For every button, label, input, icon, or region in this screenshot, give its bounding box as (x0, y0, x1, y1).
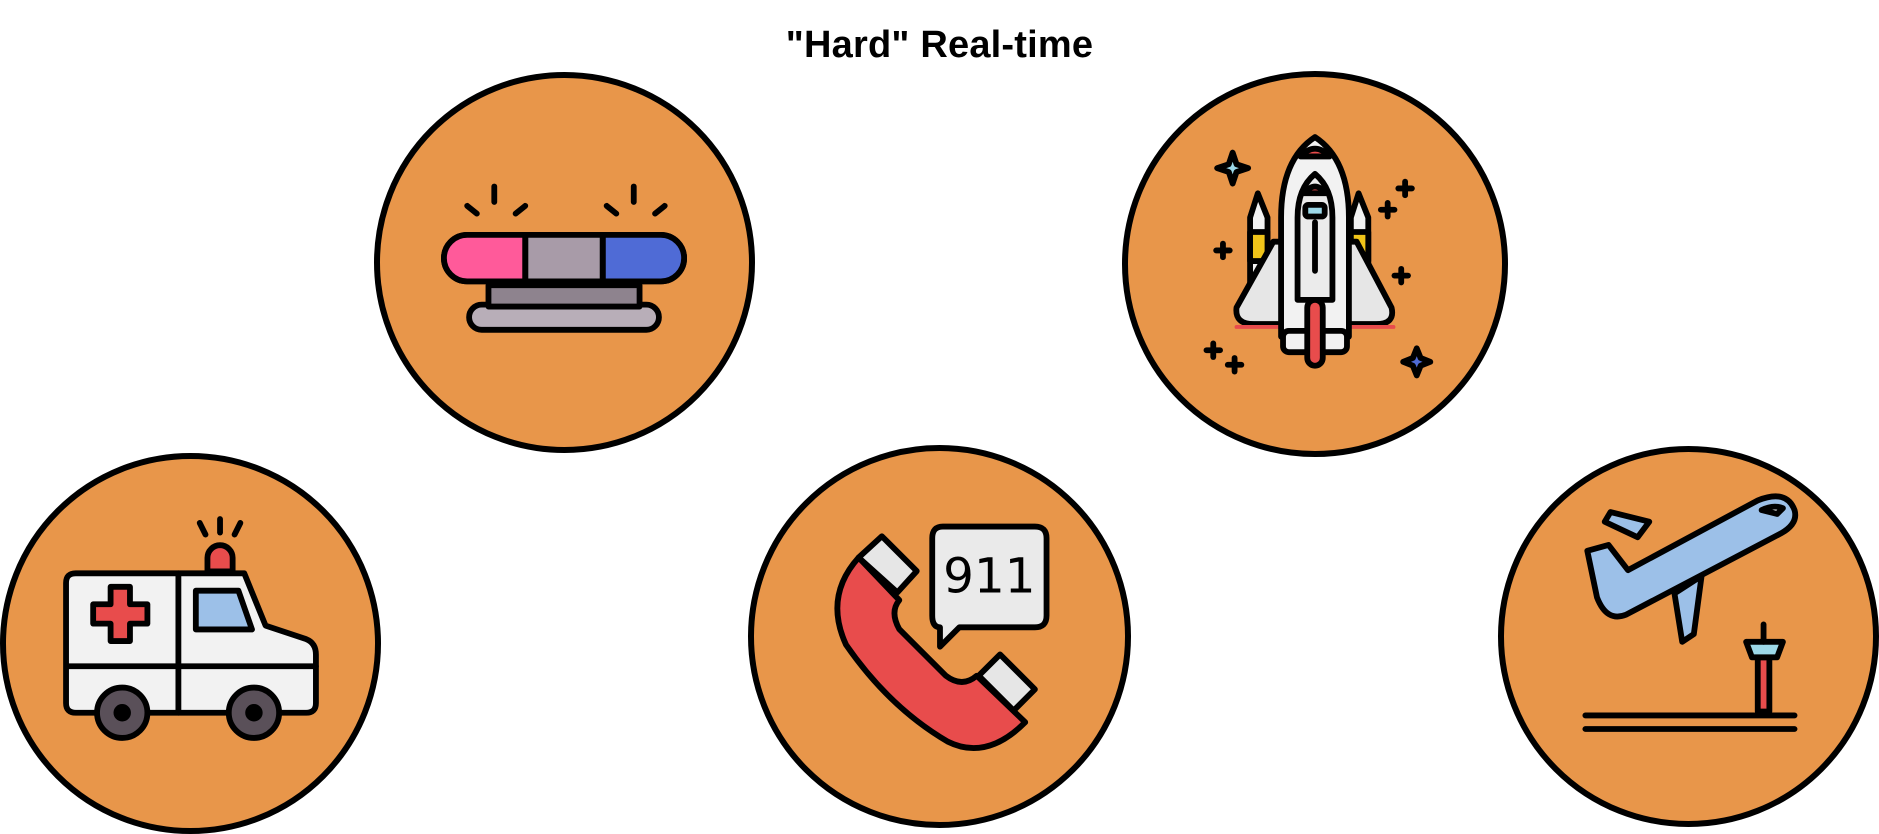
siren-circle (374, 72, 755, 453)
shuttle-circle (1122, 71, 1508, 457)
airplane-takeoff-icon (1582, 493, 1799, 732)
bubble-text: 911 (943, 548, 1035, 604)
airplane-circle (1498, 446, 1879, 827)
ambulance-icon (63, 516, 319, 741)
police-siren-icon (441, 183, 687, 333)
emergency-call-circle: 911 (748, 445, 1131, 828)
page-title: "Hard" Real-time (785, 24, 1094, 66)
emergency-call-icon: 911 (834, 523, 1050, 751)
space-shuttle-icon (1203, 134, 1434, 379)
ambulance-circle (0, 453, 381, 834)
